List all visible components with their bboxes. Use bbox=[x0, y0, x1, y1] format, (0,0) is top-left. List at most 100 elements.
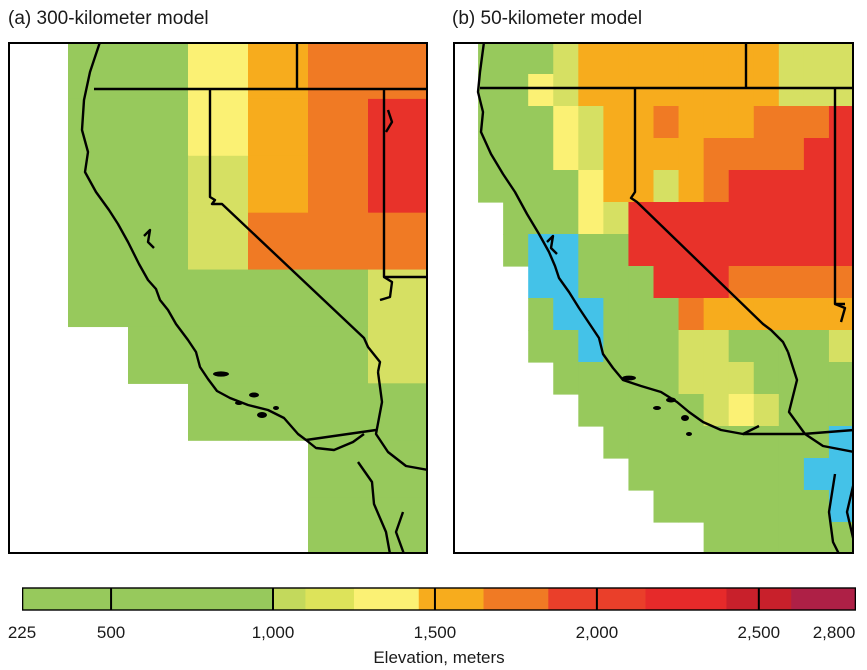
grid-cell bbox=[248, 212, 309, 271]
grid-cell bbox=[628, 330, 655, 363]
ca-az-border bbox=[786, 351, 854, 454]
grid-cell bbox=[653, 106, 680, 139]
grid-cell bbox=[188, 269, 249, 328]
legend-color-bin bbox=[353, 588, 420, 610]
grid-cell bbox=[553, 362, 579, 395]
grid-cell bbox=[678, 170, 705, 203]
grid-cell bbox=[503, 42, 529, 75]
grid-cell bbox=[753, 138, 780, 171]
grid-cell bbox=[828, 106, 854, 139]
grid-cell bbox=[528, 266, 554, 299]
grid-cell bbox=[803, 74, 830, 107]
legend-tick-label: 2,500 bbox=[737, 623, 781, 642]
grid-cell bbox=[703, 234, 730, 267]
grid-cell bbox=[678, 202, 705, 235]
grid-cell bbox=[628, 138, 655, 171]
legend-colorbar bbox=[22, 587, 856, 611]
grid-cell bbox=[248, 269, 309, 328]
grid-cell bbox=[308, 440, 369, 498]
grid-cell bbox=[653, 266, 680, 299]
grid-cell bbox=[703, 74, 730, 107]
grid-cell bbox=[653, 362, 680, 395]
grid-cell bbox=[828, 42, 854, 75]
state-outlines bbox=[476, 42, 854, 554]
grid-cell bbox=[703, 170, 730, 203]
grid-cell bbox=[703, 522, 730, 554]
grid-cell bbox=[803, 138, 830, 171]
grid-cell bbox=[368, 383, 428, 441]
grid-cell bbox=[828, 266, 854, 299]
grid-cell bbox=[478, 74, 504, 107]
grid-cell bbox=[753, 202, 780, 235]
grid-cell bbox=[578, 42, 604, 75]
grid-cell bbox=[678, 106, 705, 139]
grid-cell bbox=[753, 170, 780, 203]
elevation-grid-300km bbox=[68, 42, 428, 554]
grid-cell bbox=[603, 170, 630, 203]
grid-cell bbox=[308, 269, 369, 328]
elevation-grid-50km bbox=[478, 42, 854, 554]
grid-cell bbox=[578, 362, 604, 395]
grid-cell bbox=[828, 170, 854, 203]
grid-cell bbox=[828, 362, 854, 395]
grid-cell bbox=[603, 266, 630, 299]
grid-cell bbox=[678, 234, 705, 267]
nevada-tip bbox=[834, 302, 847, 323]
grid-cell bbox=[778, 522, 805, 554]
channel-islands bbox=[213, 371, 279, 418]
grid-cell bbox=[603, 138, 630, 171]
grid-cell bbox=[778, 170, 805, 203]
grid-cell bbox=[553, 74, 579, 107]
grid-cell bbox=[728, 202, 755, 235]
grid-cell bbox=[828, 394, 854, 427]
grid-cell bbox=[603, 298, 630, 331]
grid-cell bbox=[528, 106, 554, 139]
grid-cell bbox=[803, 394, 830, 427]
grid-cell bbox=[553, 234, 579, 267]
grid-cell bbox=[578, 234, 604, 267]
nevada-tip bbox=[379, 275, 394, 302]
grid-cell bbox=[188, 98, 249, 157]
grid-cell bbox=[528, 138, 554, 171]
ca-nv-border bbox=[208, 89, 382, 373]
grid-cell bbox=[128, 98, 189, 157]
grid-cell bbox=[603, 202, 630, 235]
grid-cell bbox=[553, 106, 579, 139]
grid-cell bbox=[778, 138, 805, 171]
grid-cell bbox=[778, 266, 805, 299]
legend-title: Elevation, meters bbox=[373, 648, 505, 667]
grid-cell bbox=[628, 298, 655, 331]
grid-cell bbox=[603, 330, 630, 363]
grid-cell bbox=[248, 155, 309, 214]
grid-cell bbox=[578, 202, 604, 235]
grid-cell bbox=[803, 202, 830, 235]
grid-cell bbox=[528, 330, 554, 363]
elevation-map-300km bbox=[8, 42, 428, 554]
grid-cell bbox=[753, 362, 780, 395]
legend-tick-label: 2,000 bbox=[575, 623, 619, 642]
grid-cell bbox=[778, 490, 805, 523]
grid-cell bbox=[503, 74, 529, 107]
grid-cell bbox=[778, 106, 805, 139]
sf-bay bbox=[143, 228, 155, 249]
legend-frame bbox=[22, 587, 856, 611]
panel-b-title: (b) 50-kilometer model bbox=[452, 8, 643, 29]
legend-tick-label: 225 bbox=[7, 623, 37, 642]
grid-cell bbox=[68, 155, 129, 214]
grid-cell bbox=[728, 458, 755, 491]
grid-cell bbox=[578, 330, 604, 363]
grid-cell bbox=[778, 330, 805, 363]
grid-cell bbox=[803, 458, 830, 491]
legend-tick-label: 500 bbox=[96, 623, 126, 642]
grid-cell bbox=[753, 266, 780, 299]
grid-cell bbox=[678, 362, 705, 395]
grid-cell bbox=[803, 170, 830, 203]
grid-cell bbox=[678, 426, 705, 459]
baja-east bbox=[845, 481, 854, 543]
grid-cell bbox=[553, 170, 579, 203]
grid-cell bbox=[188, 42, 249, 100]
sf-bay bbox=[546, 234, 558, 255]
grid-cell bbox=[778, 426, 805, 459]
grid-cell bbox=[803, 490, 830, 523]
grid-cell bbox=[678, 42, 705, 75]
